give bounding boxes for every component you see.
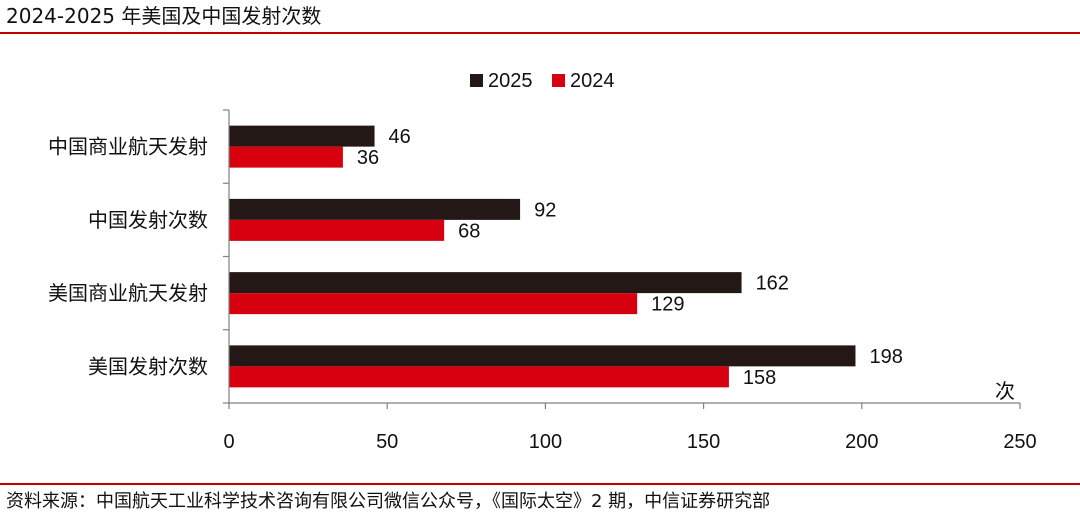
data-label: 158 xyxy=(743,367,776,389)
chart-title: 2024-2025 年美国及中国发射次数 xyxy=(6,4,322,28)
source-divider xyxy=(0,483,1080,485)
x-tick-label: 50 xyxy=(376,431,398,453)
value-labels: 46 36 92 68 162 129 198 158 xyxy=(357,126,903,389)
bar-2025 xyxy=(229,125,375,147)
bar-2024 xyxy=(229,366,729,388)
bar-2024 xyxy=(229,293,638,315)
bar-2025 xyxy=(229,272,742,294)
data-label: 46 xyxy=(389,126,411,148)
axes xyxy=(223,109,1021,409)
unit-label: 次 xyxy=(995,380,1015,403)
category-label: 美国商业航天发射 xyxy=(48,282,208,305)
bar-2025 xyxy=(229,345,856,367)
legend-label: 2025 xyxy=(488,70,533,92)
data-label: 92 xyxy=(534,199,556,221)
x-tick-labels: 0 50 100 150 200 250 xyxy=(223,431,1036,453)
category-label: 中国商业航天发射 xyxy=(48,136,208,159)
legend-label: 2024 xyxy=(570,70,615,92)
bar-2024 xyxy=(229,146,343,168)
x-tick-label: 150 xyxy=(687,431,720,453)
x-tick-label: 0 xyxy=(223,431,234,453)
category-label: 美国发射次数 xyxy=(88,355,208,378)
data-label: 129 xyxy=(651,294,684,316)
bar-group xyxy=(229,125,856,388)
data-label: 162 xyxy=(756,273,789,295)
category-label: 中国发射次数 xyxy=(88,209,208,232)
legend-swatch xyxy=(470,74,483,87)
data-label: 36 xyxy=(357,147,379,169)
x-tick-label: 100 xyxy=(529,431,562,453)
x-tick-label: 200 xyxy=(845,431,878,453)
title-divider xyxy=(0,32,1080,34)
x-tick-label: 250 xyxy=(1003,431,1036,453)
bar-2025 xyxy=(229,198,521,220)
chart-legend: 2025 2024 xyxy=(470,70,615,92)
source-note: 资料来源：中国航天工业科学技术咨询有限公司微信公众号，《国际太空》2 期，中信证… xyxy=(6,491,771,512)
data-label: 68 xyxy=(458,220,480,242)
data-label: 198 xyxy=(869,346,902,368)
legend-swatch xyxy=(552,74,565,87)
bar-2024 xyxy=(229,219,445,241)
